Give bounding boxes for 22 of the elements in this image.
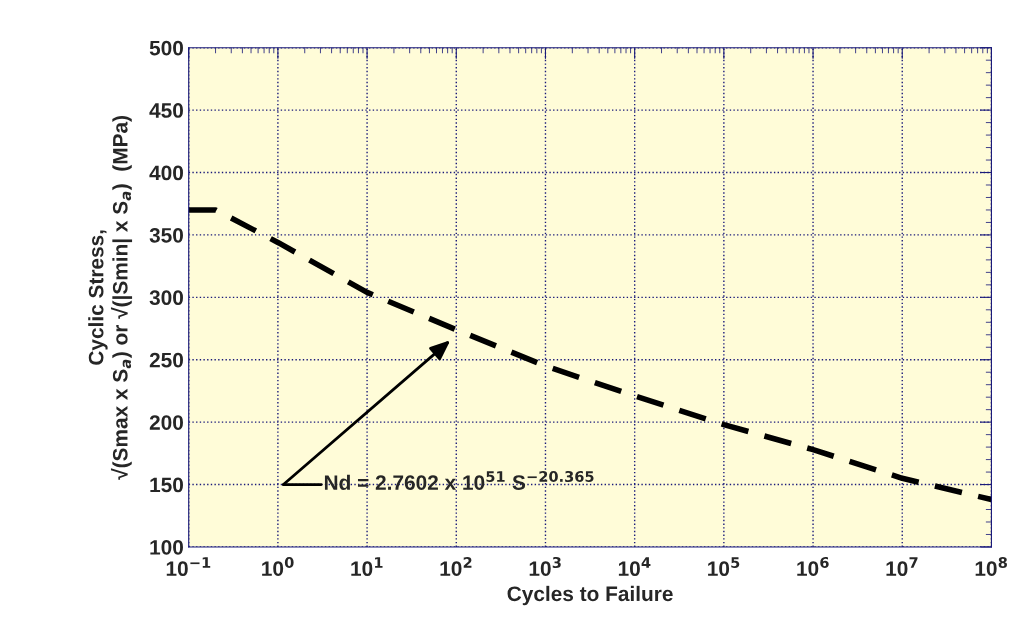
y-tick-label: 100 <box>150 539 183 555</box>
y-tick-label: 150 <box>150 477 183 493</box>
y-tick-label: 450 <box>149 103 183 118</box>
x-tick-label: 10$^{0}$ <box>262 556 294 576</box>
y-axis-title: Cyclic Stress, √(Smax x S$_{a}$) or √(|Smin| x S$_{a}$) (MPa) <box>88 116 133 480</box>
x-tick-label: 10$^{−1}$ <box>166 557 211 577</box>
y-tick-label: 350 <box>149 227 183 243</box>
x-tick-label: 10$^{3}$ <box>529 556 561 576</box>
y-tick-label: 500 <box>149 40 183 56</box>
x-tick-label: 10$^{5}$ <box>708 557 740 577</box>
x-tick-label: 10$^{2}$ <box>440 556 472 576</box>
y-tick-label: 400 <box>149 165 183 181</box>
y-tick-label: 250 <box>149 352 183 368</box>
x-tick-label: 10$^{1}$ <box>351 557 383 577</box>
annotation: Nd = 2.7602 x 10$^{51}$ S$^{−20.365}$ <box>324 470 594 490</box>
x-tick-label: 10$^{7}$ <box>886 557 918 577</box>
x-tick-label: 10$^{8}$ <box>975 556 1007 576</box>
x-axis-title: Cycles to Failure <box>507 585 673 606</box>
y-tick-label: 200 <box>149 415 183 430</box>
y-tick-label: 300 <box>149 290 183 306</box>
x-tick-label: 10$^{6}$ <box>797 556 829 576</box>
x-tick-label: 10$^{4}$ <box>618 557 651 577</box>
